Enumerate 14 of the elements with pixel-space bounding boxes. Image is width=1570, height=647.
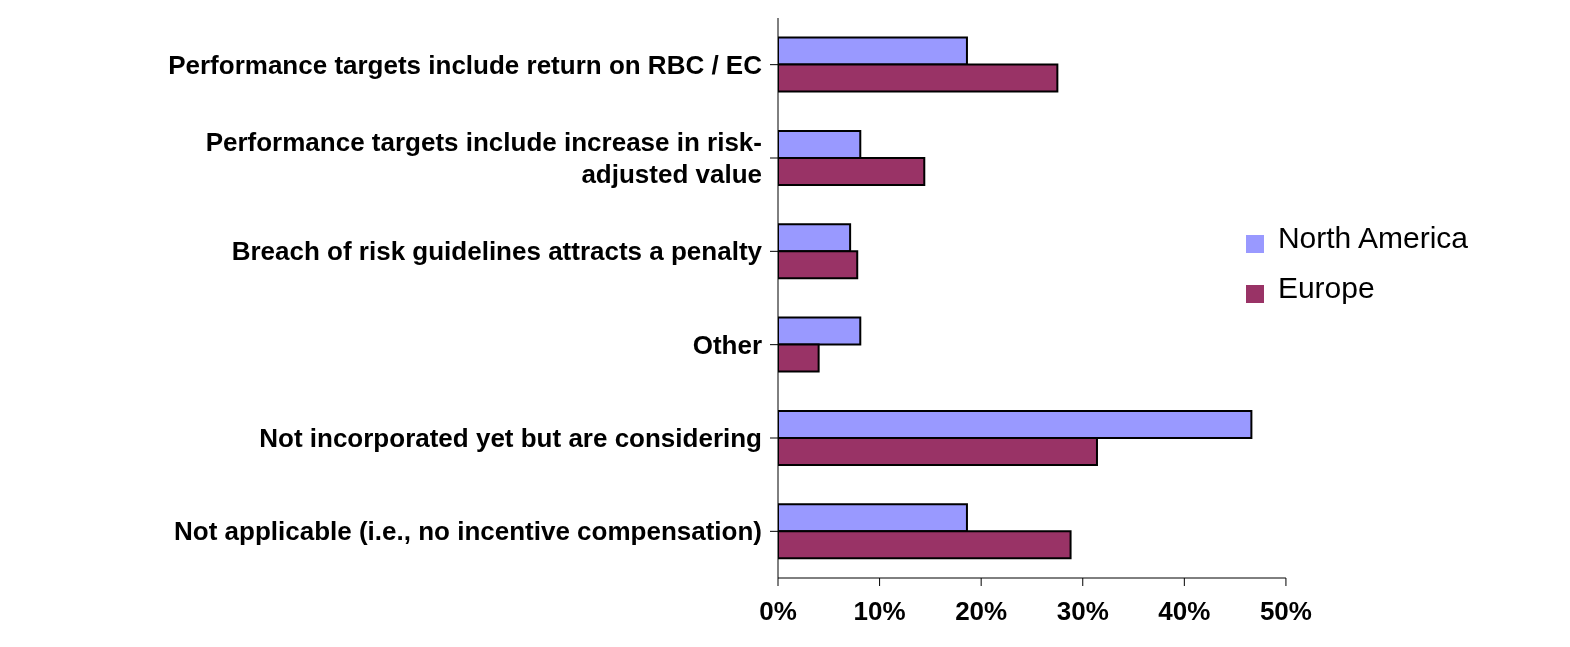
- y-tick-label: Performance targets include return on RBC / EC: [168, 49, 763, 80]
- y-tick-label: Other: [692, 329, 762, 360]
- legend-label: North America: [1277, 221, 1468, 254]
- y-tick-label: Breach of risk guidelines attracts a penalty: [231, 236, 763, 267]
- x-tick-label: 0%: [759, 596, 797, 627]
- x-tick-label: 20%: [955, 596, 1008, 627]
- y-tick-label: Not incorporated yet but are considering: [259, 423, 762, 453]
- legend-label: Europe: [1277, 271, 1375, 304]
- x-tick-label: 10%: [853, 596, 906, 627]
- x-tick-label: 40%: [1158, 596, 1211, 627]
- y-tick-label: Not applicable (i.e., no incentive compensation): [174, 516, 762, 547]
- x-tick-label: 50%: [1259, 596, 1312, 627]
- x-tick-label: 30%: [1056, 596, 1109, 627]
- y-tick-label: Performance targets include increase in risk-adjusted value: [205, 127, 762, 189]
